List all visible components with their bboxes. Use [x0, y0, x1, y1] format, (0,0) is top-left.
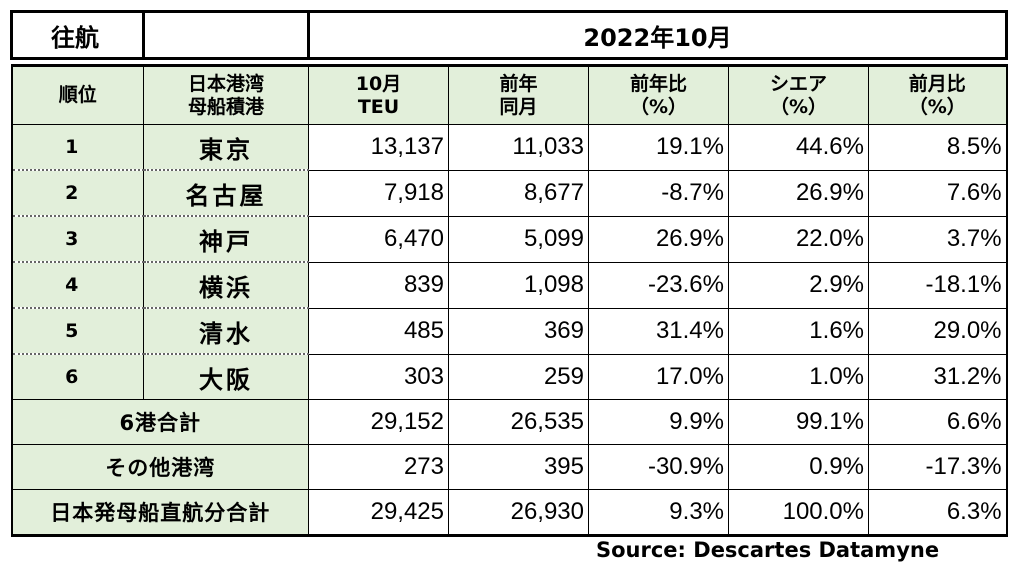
mom-cell: 29.0%	[867, 307, 1008, 355]
summary-label: 日本発母船直航分合計	[10, 489, 309, 537]
share-cell: 44.6%	[728, 124, 869, 171]
port-cell: 横浜	[143, 261, 309, 309]
yoy-cell: 31.4%	[588, 307, 729, 355]
mom-cell: 8.5%	[867, 124, 1008, 171]
share-cell: 1.6%	[728, 307, 869, 355]
prev-cell: 26,535	[448, 399, 589, 445]
mom-cell: 31.2%	[867, 353, 1008, 400]
teu-cell: 839	[308, 261, 449, 309]
prev-cell: 395	[448, 444, 589, 490]
teu-cell: 485	[308, 307, 449, 355]
header-mom: 前月比 （%）	[867, 64, 1008, 125]
rank-cell: 4	[10, 261, 144, 309]
rank-cell: 3	[10, 215, 144, 263]
mom-cell: 6.6%	[867, 399, 1008, 445]
header-row: 順位 日本港湾 母船積港 10月 TEU 前年 同月 前年比 （%） シエア （%） 前月…	[10, 64, 1008, 125]
title-row: 往航 2022年10月	[10, 10, 1009, 60]
rank-cell: 2	[10, 169, 144, 217]
rank-cell: 5	[10, 307, 144, 355]
rank-cell: 1	[10, 124, 144, 171]
summary-label: その他港湾	[10, 444, 309, 490]
share-cell: 26.9%	[728, 169, 869, 217]
header-share: シエア （%）	[728, 64, 869, 125]
teu-cell: 29,152	[308, 399, 449, 445]
share-cell: 2.9%	[728, 261, 869, 309]
header-teu: 10月 TEU	[308, 64, 449, 125]
mom-cell: 6.3%	[867, 489, 1008, 537]
teu-cell: 29,425	[308, 489, 449, 537]
mom-cell: 7.6%	[867, 169, 1008, 217]
teu-cell: 303	[308, 353, 449, 400]
share-cell: 1.0%	[728, 353, 869, 400]
teu-cell: 7,918	[308, 169, 449, 217]
table-row: 3 神戸 6,470 5,099 26.9% 22.0% 3.7%	[10, 215, 1008, 263]
table-row: 1 東京 13,137 11,033 19.1% 44.6% 8.5%	[10, 124, 1008, 171]
header-rank: 順位	[10, 64, 144, 125]
yoy-cell: 9.3%	[588, 489, 729, 537]
teu-cell: 273	[308, 444, 449, 490]
mom-cell: -17.3%	[867, 444, 1008, 490]
port-cell: 神戸	[143, 215, 309, 263]
direction-title: 往航	[10, 10, 145, 60]
table-row: 6 大阪 303 259 17.0% 1.0% 31.2%	[10, 353, 1008, 400]
yoy-cell: -23.6%	[588, 261, 729, 309]
yoy-cell: -30.9%	[588, 444, 729, 490]
table-row: 5 清水 485 369 31.4% 1.6% 29.0%	[10, 307, 1008, 355]
prev-cell: 259	[448, 353, 589, 400]
share-cell: 22.0%	[728, 215, 869, 263]
rank-cell: 6	[10, 353, 144, 400]
mom-cell: -18.1%	[867, 261, 1008, 309]
table-row: 2 名古屋 7,918 8,677 -8.7% 26.9% 7.6%	[10, 169, 1008, 217]
summary-row-total: 日本発母船直航分合計 29,425 26,930 9.3% 100.0% 6.3…	[10, 489, 1008, 537]
prev-cell: 11,033	[448, 124, 589, 171]
header-yoy: 前年比 （%）	[588, 64, 729, 125]
period-title: 2022年10月	[306, 10, 1009, 60]
prev-cell: 26,930	[448, 489, 589, 537]
table-row: 4 横浜 839 1,098 -23.6% 2.9% -18.1%	[10, 261, 1008, 309]
summary-label: 6港合計	[10, 399, 309, 445]
header-prev: 前年 同月	[448, 64, 589, 125]
prev-cell: 1,098	[448, 261, 589, 309]
port-ranking-table: 往航 2022年10月 順位 日本港湾 母船積港 10月 TEU 前年 同月 前年比（…	[10, 10, 1009, 537]
prev-cell: 369	[448, 307, 589, 355]
yoy-cell: 19.1%	[588, 124, 729, 171]
share-cell: 100.0%	[728, 489, 869, 537]
source-note: Source: Descartes Datamyne	[596, 538, 940, 562]
share-cell: 99.1%	[728, 399, 869, 445]
port-cell: 名古屋	[143, 169, 309, 217]
summary-row-other-ports: その他港湾 273 395 -30.9% 0.9% -17.3%	[10, 444, 1008, 490]
prev-cell: 8,677	[448, 169, 589, 217]
yoy-cell: 9.9%	[588, 399, 729, 445]
title-blank-cell	[142, 10, 310, 60]
share-cell: 0.9%	[728, 444, 869, 490]
teu-cell: 6,470	[308, 215, 449, 263]
mom-cell: 3.7%	[867, 215, 1008, 263]
port-cell: 大阪	[143, 353, 309, 400]
yoy-cell: 26.9%	[588, 215, 729, 263]
yoy-cell: 17.0%	[588, 353, 729, 400]
prev-cell: 5,099	[448, 215, 589, 263]
port-cell: 東京	[143, 124, 309, 171]
yoy-cell: -8.7%	[588, 169, 729, 217]
teu-cell: 13,137	[308, 124, 449, 171]
summary-row-6-ports: 6港合計 29,152 26,535 9.9% 99.1% 6.6%	[10, 399, 1008, 445]
header-port: 日本港湾 母船積港	[143, 64, 309, 125]
port-cell: 清水	[143, 307, 309, 355]
